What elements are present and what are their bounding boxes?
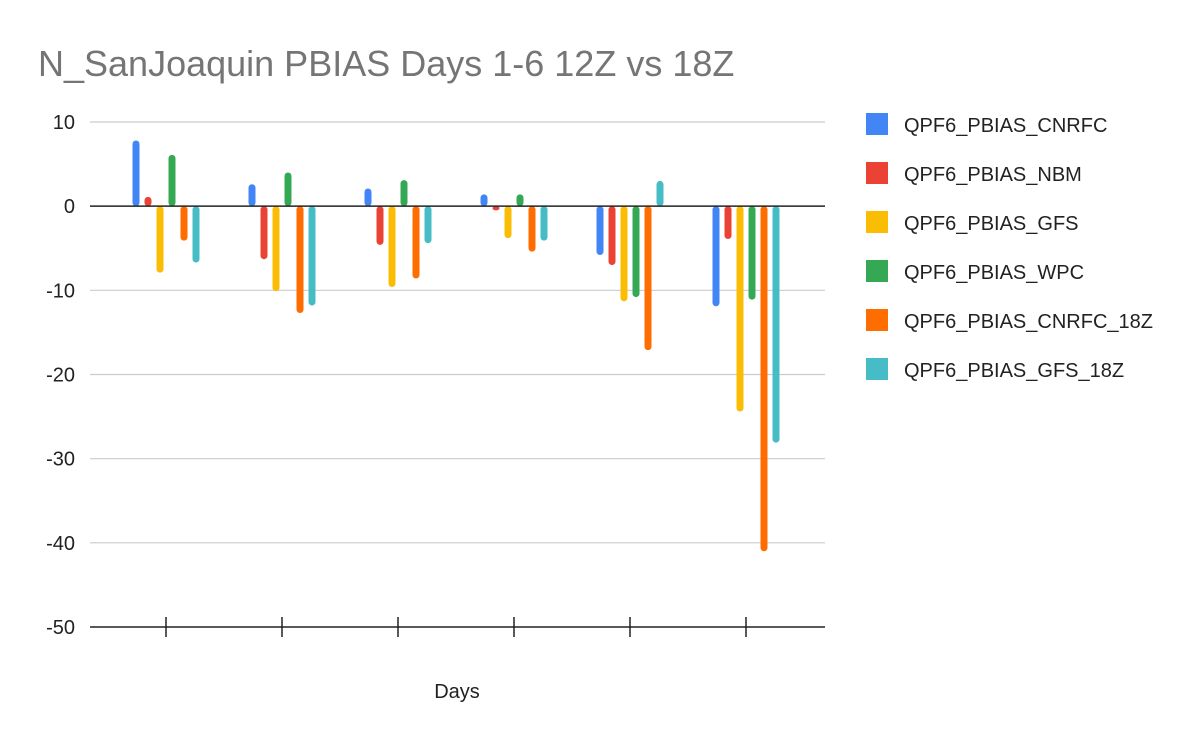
bar [284,172,292,207]
y-tick-label: -10 [46,280,75,302]
y-tick-label: -40 [46,533,75,555]
bar [540,206,548,241]
bar [724,206,732,239]
bar [632,206,640,298]
bar [656,180,664,207]
legend-swatch [866,260,888,282]
y-tick-label: 0 [64,196,75,218]
legend-label: QPF6_PBIAS_CNRFC_18Z [904,311,1153,333]
bar [736,206,744,412]
legend-swatch [866,113,888,135]
bar [620,206,628,302]
y-tick-label: 10 [53,112,75,134]
bar [412,206,420,279]
legend-label: QPF6_PBIAS_WPC [904,262,1084,284]
bar [772,206,780,443]
bar [528,206,536,252]
bar [192,206,200,263]
bar [424,206,432,244]
bar [492,206,500,211]
y-tick-label: -30 [46,449,75,471]
bar [296,206,304,314]
bar [364,188,372,207]
axes: 10 0 -10 -20 -30 -40 -50 [46,112,825,639]
legend: QPF6_PBIAS_CNRFC QPF6_PBIAS_NBM QPF6_PBIAS… [866,113,1153,382]
bar [748,206,756,300]
legend-swatch [866,162,888,184]
bar [180,206,188,241]
bar [248,184,256,207]
bar [504,206,512,239]
bar [308,206,316,306]
bar [144,196,152,207]
legend-label: QPF6_PBIAS_GFS [904,213,1079,235]
bar [272,206,280,292]
bar [596,206,604,255]
bar [516,194,524,207]
legend-swatch [866,211,888,233]
bar [644,206,652,351]
legend-label: QPF6_PBIAS_CNRFC [904,115,1107,137]
legend-swatch [866,358,888,380]
y-tick-label: -20 [46,365,75,387]
bar [608,206,616,266]
bar [376,206,384,245]
bar [168,154,176,207]
chart-title: N_SanJoaquin PBIAS Days 1-6 12Z vs 18Z [38,43,734,84]
bar [388,206,396,287]
bar [760,206,768,552]
bar [132,140,140,207]
x-axis-title: Days [434,681,480,703]
bar [712,206,720,307]
bar [480,194,488,207]
legend-label: QPF6_PBIAS_NBM [904,164,1082,186]
bars [132,140,780,552]
bar [260,206,268,260]
gridlines [90,121,825,544]
legend-swatch [866,309,888,331]
bar [156,206,164,273]
y-tick-label: -50 [46,617,75,639]
bar [400,180,408,207]
legend-label: QPF6_PBIAS_GFS_18Z [904,360,1124,382]
